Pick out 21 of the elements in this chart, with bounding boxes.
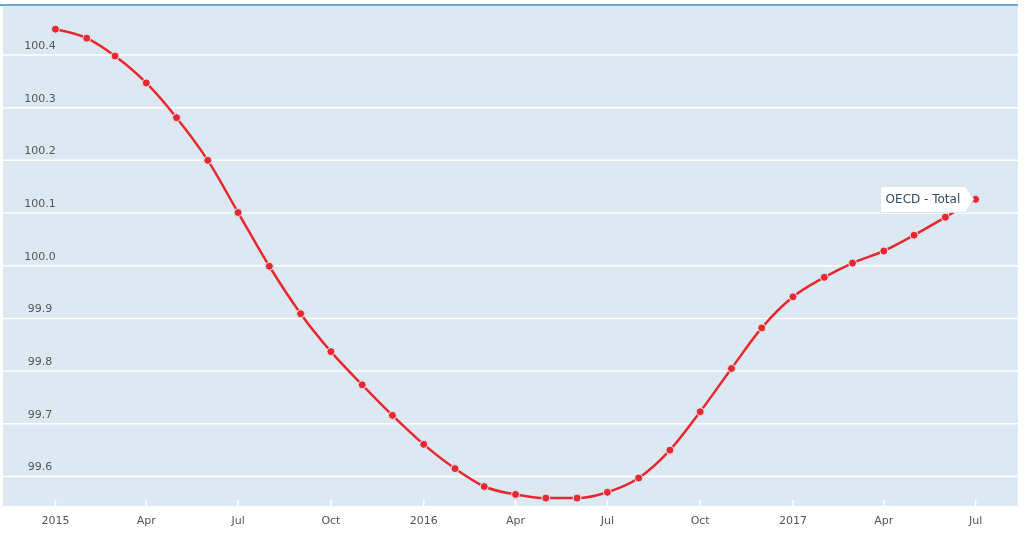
x-tick-label: 2017 xyxy=(779,514,807,527)
y-tick-label: 100.4 xyxy=(24,39,56,52)
y-tick-label: 100.2 xyxy=(24,144,56,158)
x-tick-label: Apr xyxy=(506,514,526,527)
x-tick-label: 2016 xyxy=(409,514,438,527)
series-label: OECD - Total xyxy=(885,192,961,207)
y-tick-label: 99.6 xyxy=(27,460,53,474)
x-tick-label: Oct xyxy=(321,514,342,527)
x-tick-label: Apr xyxy=(874,514,894,527)
x-tick-label: Apr xyxy=(136,514,157,527)
y-tick-label: 100.3 xyxy=(24,91,56,105)
y-tick-label: 99.8 xyxy=(27,355,53,369)
y-tick-label: 100.1 xyxy=(24,197,56,211)
x-tick-label: 2015 xyxy=(41,514,70,527)
x-tick-label: Jul xyxy=(967,514,983,527)
x-tick-label: Jul xyxy=(599,514,614,527)
y-tick-label: 100.0 xyxy=(24,249,56,263)
y-tick-label: 99.9 xyxy=(27,302,53,316)
y-tick-label: 99.7 xyxy=(27,407,53,421)
x-tick-label: Oct xyxy=(690,514,711,527)
x-tick-label: Jul xyxy=(230,514,245,527)
